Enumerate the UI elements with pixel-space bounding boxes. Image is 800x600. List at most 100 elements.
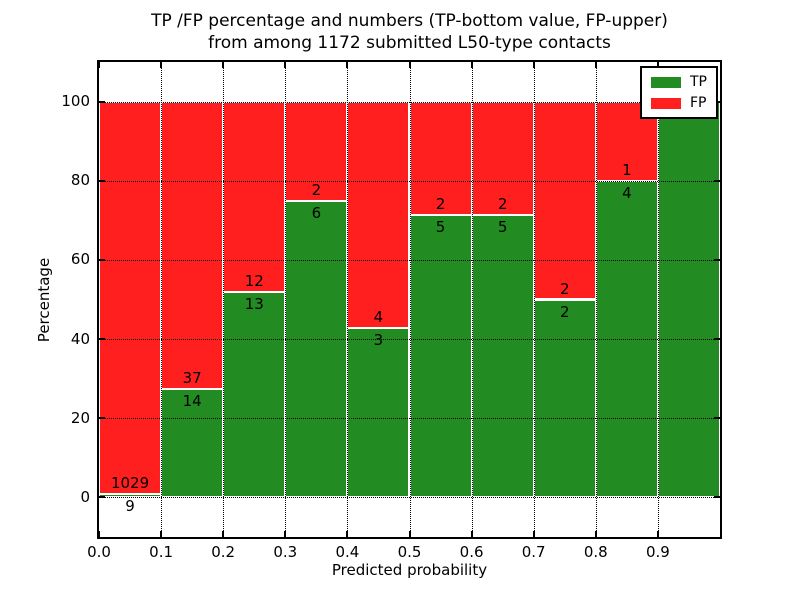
x-gridline [595,62,597,537]
y-tick-mark [99,100,105,103]
x-tick-mark-top [656,62,659,68]
fp-count-label: 1029 [110,473,150,492]
bar-fp-segment [223,101,286,292]
bar-tp-segment [471,214,534,498]
bar-tp-segment [533,299,596,498]
bar-tp-segment [99,493,162,498]
y-tick-label: 60 [70,250,90,269]
y-tick-mark [99,496,105,499]
fp-count-label: 2 [559,279,570,298]
y-tick-mark [99,258,105,261]
bar-tp-segment [409,214,472,498]
bar-fp-segment [99,101,162,494]
x-gridline [223,62,225,537]
x-tick-mark-top [222,62,225,68]
fp-count-label: 12 [244,271,264,290]
x-tick-label: 0.2 [211,543,236,561]
x-tick-mark-top [470,62,473,68]
fp-swatch-icon [651,97,681,109]
y-tick-mark [99,179,105,182]
bar-tp-segment [657,101,720,498]
x-tick-mark [594,531,597,537]
tp-count-label: 9 [125,496,135,515]
x-gridline [657,62,659,537]
fp-count-label: 2 [497,194,508,213]
bar-fp-segment [347,101,410,328]
x-gridline [161,62,163,537]
bar-fp-segment [161,101,224,389]
legend-entry-fp: FP [651,96,707,110]
y-tick-mark-right [714,338,720,341]
x-tick-mark [284,531,287,537]
x-tick-mark-top [98,62,100,68]
legend-label-tp: TP [690,74,707,90]
x-tick-mark [346,531,349,537]
fp-count-label: 1 [622,160,632,179]
bar-tp-segment [161,388,224,498]
y-tick-mark [99,417,105,420]
y-tick-label: 0 [80,487,90,506]
x-tick-label: 0.9 [645,543,670,561]
x-tick-label: 0.7 [521,543,546,561]
x-tick-label: 0.6 [459,543,484,561]
x-tick-mark-top [532,62,535,68]
tp-count-label: 5 [497,217,508,236]
y-tick-label: 20 [70,408,90,427]
tp-count-label: 6 [311,203,322,222]
y-tick-mark-right [714,417,720,420]
y-tick-mark-right [714,496,720,499]
x-tick-mark [532,531,535,537]
fp-count-label: 2 [435,194,446,213]
fp-count-label: 37 [182,368,202,387]
x-gridline [347,62,349,537]
tp-count-label: 2 [559,302,570,321]
x-tick-mark [160,531,163,537]
x-tick-label: 0.3 [273,543,298,561]
x-tick-label: 0.5 [397,543,422,561]
x-gridline [409,62,411,537]
chart-title-line1: TP /FP percentage and numbers (TP-bottom… [151,11,668,31]
bar-fp-segment [471,101,534,215]
x-gridline [285,62,287,537]
x-tick-mark [408,531,411,537]
x-tick-mark [98,531,100,537]
tp-swatch-icon [651,76,681,88]
bar-tp-segment [223,291,286,498]
y-tick-mark-right [714,179,720,182]
fp-count-label: 2 [311,180,322,199]
x-tick-mark-top [408,62,411,68]
x-tick-label: 0.8 [583,543,608,561]
x-tick-mark-top [594,62,597,68]
x-tick-label: 0.1 [149,543,174,561]
x-gridline [533,62,535,537]
x-axis-label: Predicted probability [331,561,488,579]
x-tick-label: 0.4 [335,543,360,561]
x-tick-mark [470,531,473,537]
legend-label-fp: FP [690,95,707,111]
y-tick-label: 80 [70,171,90,190]
x-tick-label: 0.0 [87,543,111,561]
x-gridline [471,62,473,537]
chart-title: TP /FP percentage and numbers (TP-bottom… [97,10,722,54]
tp-count-label: 4 [622,183,632,202]
tp-count-label: 3 [373,330,384,349]
legend: TP FP [640,66,718,119]
x-tick-mark-top [346,62,349,68]
tp-count-label: 13 [244,294,264,313]
chart-title-line2: from among 1172 submitted L50-type conta… [208,33,611,53]
tp-count-label: 14 [182,391,202,410]
x-tick-mark [222,531,225,537]
y-tick-mark-right [714,258,720,261]
bar-fp-segment [533,101,596,300]
x-tick-mark-top [160,62,163,68]
tp-count-label: 5 [435,217,446,236]
fp-count-label: 4 [373,307,384,326]
y-tick-label: 100 [61,92,90,111]
bar-tp-segment [347,327,410,498]
legend-entry-tp: TP [651,75,707,89]
x-tick-mark [656,531,659,537]
x-tick-mark-top [284,62,287,68]
y-tick-mark [99,338,105,341]
